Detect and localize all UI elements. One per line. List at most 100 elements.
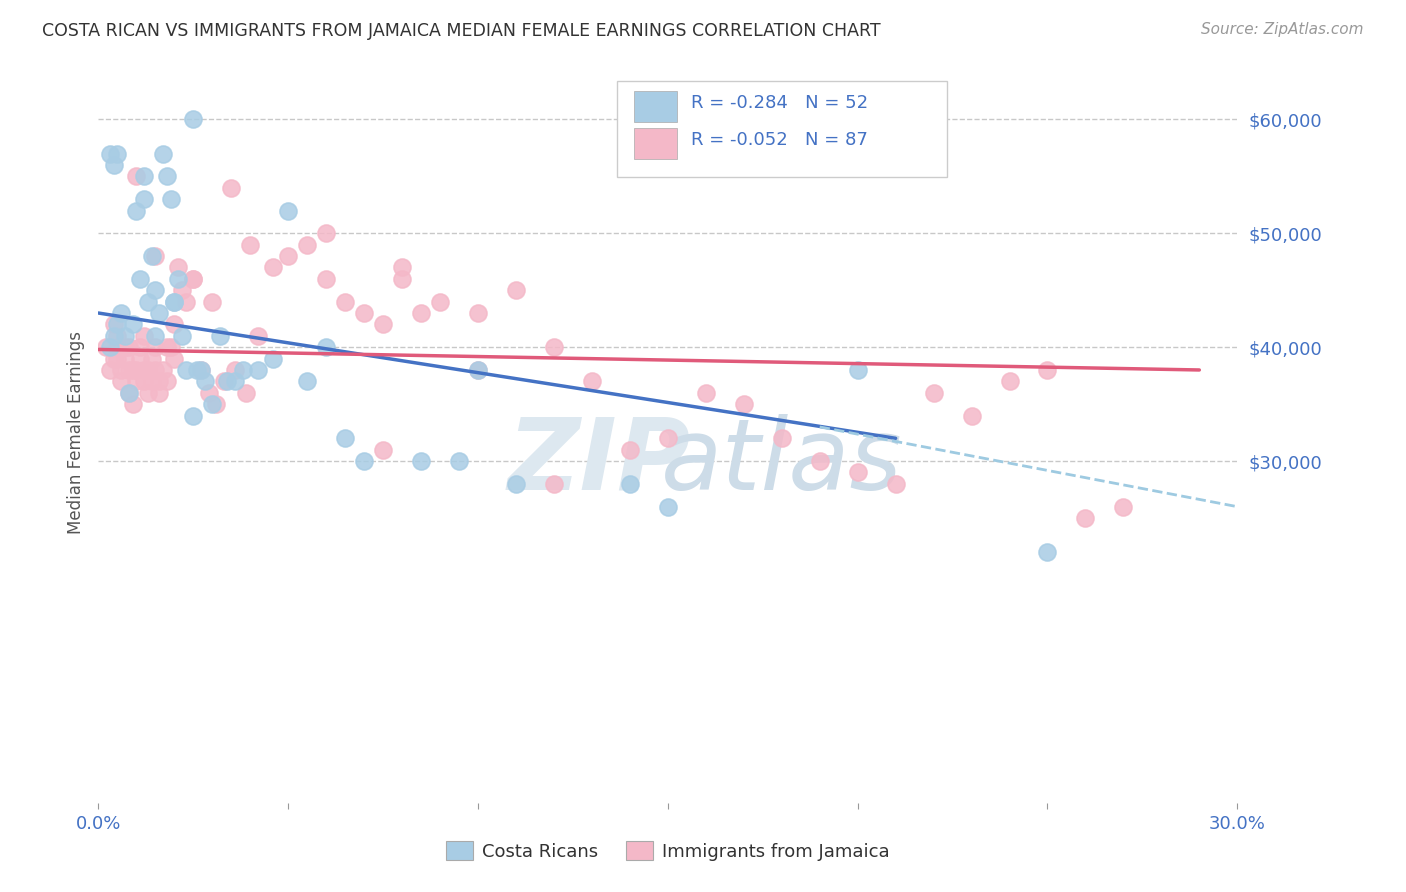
Point bbox=[118, 340, 141, 354]
Point bbox=[335, 294, 357, 309]
Point bbox=[335, 431, 357, 445]
Point bbox=[224, 363, 246, 377]
Point bbox=[246, 328, 269, 343]
Point bbox=[159, 192, 181, 206]
Point bbox=[170, 328, 193, 343]
Point bbox=[141, 375, 163, 389]
Point bbox=[156, 375, 179, 389]
Point bbox=[1036, 363, 1059, 377]
Point bbox=[114, 328, 136, 343]
Point bbox=[94, 340, 117, 354]
Point bbox=[467, 363, 489, 377]
Point bbox=[277, 249, 299, 263]
Point bbox=[770, 431, 793, 445]
Point bbox=[1036, 545, 1059, 559]
Point bbox=[110, 306, 132, 320]
Point bbox=[136, 294, 159, 309]
Point bbox=[353, 306, 375, 320]
Point bbox=[201, 397, 224, 411]
Point bbox=[152, 363, 174, 377]
Point bbox=[1112, 500, 1135, 514]
Point bbox=[846, 363, 869, 377]
Point bbox=[657, 500, 679, 514]
Point bbox=[217, 375, 239, 389]
Point bbox=[505, 283, 527, 297]
Point bbox=[543, 476, 565, 491]
Point bbox=[183, 272, 205, 286]
Point bbox=[960, 409, 983, 423]
Point bbox=[733, 397, 755, 411]
Point bbox=[208, 328, 231, 343]
Point bbox=[141, 351, 163, 366]
Point bbox=[98, 146, 121, 161]
Point bbox=[998, 375, 1021, 389]
Point bbox=[121, 397, 143, 411]
Point bbox=[262, 260, 284, 275]
Point bbox=[391, 272, 413, 286]
Point bbox=[201, 294, 224, 309]
Text: atlas: atlas bbox=[661, 414, 903, 511]
Point bbox=[129, 340, 152, 354]
Point bbox=[194, 375, 217, 389]
Point bbox=[183, 112, 205, 127]
Point bbox=[118, 385, 141, 400]
Point bbox=[132, 375, 155, 389]
Point bbox=[297, 237, 319, 252]
Point bbox=[411, 306, 433, 320]
Point bbox=[391, 260, 413, 275]
Point bbox=[132, 169, 155, 184]
Point bbox=[581, 375, 603, 389]
Point bbox=[371, 318, 394, 332]
Point bbox=[262, 351, 284, 366]
Point bbox=[239, 237, 262, 252]
Point bbox=[103, 158, 125, 172]
Point bbox=[411, 454, 433, 468]
Point bbox=[132, 363, 155, 377]
Point bbox=[167, 272, 190, 286]
Point bbox=[371, 442, 394, 457]
Point bbox=[170, 283, 193, 297]
Point bbox=[695, 385, 717, 400]
Point bbox=[118, 363, 141, 377]
Point bbox=[110, 375, 132, 389]
Point bbox=[205, 397, 228, 411]
Legend: Costa Ricans, Immigrants from Jamaica: Costa Ricans, Immigrants from Jamaica bbox=[439, 834, 897, 868]
Point bbox=[129, 351, 152, 366]
Point bbox=[167, 260, 190, 275]
Point bbox=[107, 146, 129, 161]
Point bbox=[152, 146, 174, 161]
Point bbox=[103, 318, 125, 332]
Point bbox=[107, 351, 129, 366]
Point bbox=[132, 328, 155, 343]
Point bbox=[98, 363, 121, 377]
Point bbox=[174, 363, 197, 377]
Point bbox=[148, 385, 170, 400]
Point bbox=[183, 272, 205, 286]
Point bbox=[125, 375, 148, 389]
Point bbox=[118, 385, 141, 400]
Point bbox=[315, 227, 337, 241]
Text: R = -0.284   N = 52: R = -0.284 N = 52 bbox=[690, 95, 868, 112]
Point bbox=[246, 363, 269, 377]
Point bbox=[543, 340, 565, 354]
Point bbox=[156, 340, 179, 354]
Point bbox=[159, 340, 181, 354]
Point bbox=[141, 249, 163, 263]
Point bbox=[619, 442, 641, 457]
Text: Source: ZipAtlas.com: Source: ZipAtlas.com bbox=[1201, 22, 1364, 37]
Point bbox=[190, 363, 212, 377]
Point bbox=[315, 272, 337, 286]
Point bbox=[467, 306, 489, 320]
Point bbox=[145, 249, 167, 263]
Point bbox=[429, 294, 451, 309]
Point bbox=[103, 328, 125, 343]
Point bbox=[619, 476, 641, 491]
Point bbox=[277, 203, 299, 218]
Point bbox=[114, 351, 136, 366]
Point bbox=[121, 363, 143, 377]
Text: ZIP: ZIP bbox=[508, 414, 690, 511]
Point bbox=[98, 340, 121, 354]
Point bbox=[224, 375, 246, 389]
Point bbox=[174, 294, 197, 309]
Point bbox=[136, 363, 159, 377]
